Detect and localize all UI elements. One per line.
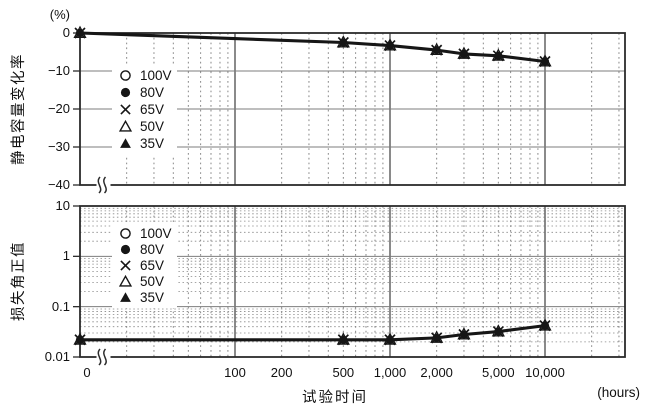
legend-item: 50V xyxy=(118,273,172,289)
open-circle-glyph xyxy=(120,227,131,239)
filled-circle-icon xyxy=(120,87,131,98)
filled-triangle-icon xyxy=(120,138,131,148)
axis-break-mark xyxy=(97,176,102,194)
legend-item-label: 35V xyxy=(140,136,165,151)
overlapped-marker-dot xyxy=(339,335,348,344)
y-tick-label: −40 xyxy=(47,177,70,192)
overlapped-marker-dot xyxy=(459,330,469,339)
legend-item: 65V xyxy=(118,257,172,273)
x-cross-glyph xyxy=(120,104,131,115)
legend-bottom-panel: 100V 80V 65V 50V 35V xyxy=(112,222,177,308)
open-circle-icon xyxy=(120,70,131,81)
x-tick-label: 2,000 xyxy=(420,365,453,380)
x-cross-icon xyxy=(120,104,131,115)
axis-break-mark xyxy=(103,348,107,366)
legend-item: 80V xyxy=(118,241,172,257)
x-cross-icon xyxy=(120,259,131,271)
top-y-axis-unit: (%) xyxy=(49,7,70,22)
filled-triangle-glyph xyxy=(120,291,131,302)
legend-item-label: 35V xyxy=(140,289,165,305)
axis-break-mask xyxy=(96,181,111,189)
filled-circle-icon xyxy=(120,244,131,254)
y-tick-label: −20 xyxy=(47,101,70,116)
overlapped-marker-dot xyxy=(540,57,550,66)
legend-item-label: 100V xyxy=(140,225,172,241)
overlapped-marker-dot xyxy=(385,41,395,50)
x-tick-label: 0 xyxy=(83,365,91,380)
bottom-panel-frame xyxy=(79,205,626,358)
overlapped-marker-dot xyxy=(432,333,441,342)
y-tick-label: 0 xyxy=(62,25,70,40)
y-tick-label: −30 xyxy=(47,139,70,154)
x-tick-label: 5,000 xyxy=(482,365,515,380)
axis-break-mark xyxy=(103,176,107,194)
open-triangle-glyph xyxy=(118,119,133,132)
legend-item: 35V xyxy=(118,135,172,152)
filled-triangle-glyph xyxy=(120,138,131,148)
y-tick-label: 10 xyxy=(55,198,70,213)
overlapped-marker-dot xyxy=(494,327,503,336)
y-tick-label: 0.01 xyxy=(44,349,70,364)
legend-item-label: 100V xyxy=(140,68,172,83)
legend-item: 65V xyxy=(118,101,172,118)
overlapped-marker-dot xyxy=(385,335,395,344)
overlapped-marker-dot xyxy=(432,46,441,55)
x-tick-label: 10,000 xyxy=(525,365,565,380)
open-circle-glyph xyxy=(120,70,131,81)
overlapped-marker-dot xyxy=(540,321,550,330)
legend-item: 100V xyxy=(118,225,172,241)
top-y-axis-title: 静电容量变化率 xyxy=(11,53,27,165)
overlapped-marker-dot xyxy=(459,49,469,59)
open-triangle-glyph xyxy=(118,274,133,287)
legend-item: 35V xyxy=(118,289,172,305)
open-circle-icon xyxy=(120,227,131,239)
x-axis-title: 试验时间 xyxy=(302,390,368,406)
x-tick-label: 100 xyxy=(224,365,246,380)
legend-item: 50V xyxy=(118,118,172,135)
x-tick-label: 200 xyxy=(270,365,293,380)
open-triangle-icon xyxy=(118,274,133,287)
legend-top-panel: 100V 80V 65V 50V 35V xyxy=(112,64,177,155)
x-tick-label: 500 xyxy=(332,365,355,380)
legend-item-label: 50V xyxy=(140,119,165,134)
filled-triangle-icon xyxy=(120,291,131,302)
bottom-y-axis-title: 损失角正值 xyxy=(11,241,27,321)
legend-item-label: 65V xyxy=(140,257,165,273)
axis-break-mark xyxy=(97,348,102,366)
legend-item-label: 65V xyxy=(140,102,165,117)
x-cross-glyph xyxy=(120,259,131,271)
x-axis-unit: (hours) xyxy=(597,385,640,400)
y-tick-label: 1 xyxy=(62,248,70,264)
filled-circle-glyph xyxy=(120,244,131,254)
axis-break-mask xyxy=(96,353,111,361)
legend-item-label: 50V xyxy=(140,273,165,289)
y-tick-label: −10 xyxy=(47,63,70,78)
legend-item: 80V xyxy=(118,84,172,101)
data-line xyxy=(78,31,547,64)
legend-item-label: 80V xyxy=(140,241,165,257)
legend-item-label: 80V xyxy=(140,85,165,100)
open-triangle-icon xyxy=(118,119,133,132)
legend-item: 100V xyxy=(118,67,172,84)
overlapped-marker-dot xyxy=(75,28,85,38)
filled-circle-glyph xyxy=(120,87,131,98)
x-tick-label: 1,000 xyxy=(373,365,407,380)
y-tick-label: 0.1 xyxy=(51,298,70,314)
overlapped-marker-dot xyxy=(339,38,348,47)
overlapped-marker-dot xyxy=(494,51,503,60)
overlapped-marker-dot xyxy=(75,335,85,344)
